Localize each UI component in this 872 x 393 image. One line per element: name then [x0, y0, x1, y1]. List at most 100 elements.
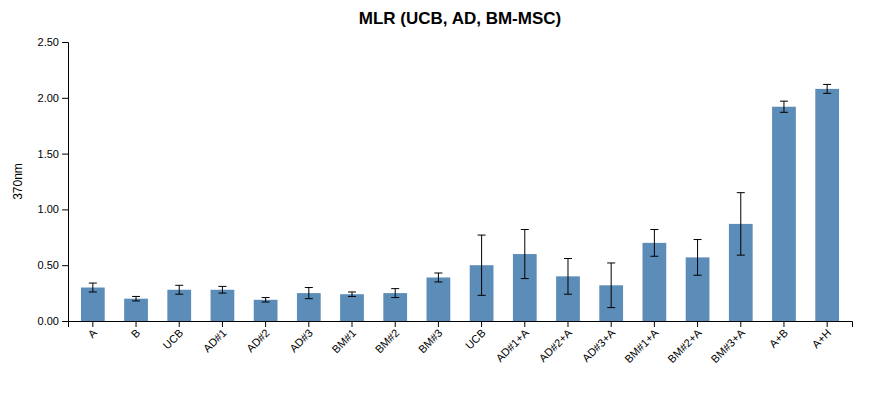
x-tick-label: AD#3+A [580, 326, 618, 364]
x-tick-mark [265, 321, 266, 327]
bar [772, 107, 796, 321]
y-tick-label: 2.50 [38, 36, 59, 48]
x-tick: AD#1+A [493, 321, 531, 364]
y-axis-line [62, 43, 69, 322]
x-tick: A+H [810, 321, 834, 350]
bar [81, 288, 105, 321]
y-tick-label: 2.00 [38, 92, 59, 104]
plot-area: 0.00 0.50 1.00 1.50 2.00 2.50 A B UCB AD#1 AD#2 AD#… [38, 36, 853, 365]
x-tick: UCB [161, 321, 186, 351]
x-tick: BM#1 [329, 321, 358, 355]
error-bar [348, 292, 356, 296]
y-tick: 1.00 [38, 203, 68, 215]
y-tick-mark [62, 209, 68, 210]
error-bar [262, 298, 270, 302]
x-tick-label: AD#1 [201, 327, 229, 355]
error-bar [650, 229, 658, 256]
title: MLR (UCB, AD, BM-MSC) [359, 9, 561, 28]
error-bar [478, 235, 486, 295]
chart-container: 0.00 0.50 1.00 1.50 2.00 2.50 A B UCB AD#1 AD#2 AD#… [0, 0, 872, 393]
x-tick: AD#3+A [580, 321, 618, 364]
error-bar [737, 193, 745, 255]
x-tick-mark [697, 321, 698, 327]
x-tick-label: B [129, 327, 143, 341]
x-tick: A+B [767, 321, 790, 350]
x-axis: ABUCBAD#1AD#2AD#3BM#1BM#2BM#3UCBAD#1+AAD… [69, 321, 853, 365]
x-tick: AD#1 [201, 321, 229, 354]
y-tick: 2.00 [38, 92, 68, 104]
x-tick-label: UCB [463, 327, 488, 352]
x-tick-mark [179, 321, 180, 327]
bar [254, 300, 278, 321]
x-tick-mark [308, 321, 309, 327]
error-bar [521, 229, 529, 278]
y-axis: 0.00 0.50 1.00 1.50 2.00 2.50 [38, 36, 69, 327]
bar [124, 299, 148, 321]
y-tick-label: 1.00 [38, 203, 59, 215]
x-tick-mark [827, 321, 828, 327]
x-tick-label: BM#1+A [622, 326, 661, 365]
x-tick: AD#2 [244, 321, 272, 354]
x-tick-label: AD#1+A [493, 326, 531, 364]
x-tick-label: BM#3+A [708, 326, 747, 365]
x-tick-label: A+B [767, 327, 790, 350]
error-bars [89, 84, 831, 307]
x-tick-label: AD#2 [244, 327, 272, 355]
error-bar [218, 286, 226, 293]
error-bar [694, 240, 702, 276]
x-tick-label: BM#1 [329, 327, 358, 356]
y-tick-mark [62, 98, 68, 99]
bars [81, 89, 839, 321]
x-tick-mark [136, 321, 137, 327]
y-tick-label: 1.50 [38, 148, 59, 160]
x-tick: BM#3 [416, 321, 445, 355]
x-tick-mark [567, 321, 568, 327]
y-tick: 0.00 [38, 315, 68, 327]
bar [815, 89, 839, 321]
x-tick: BM#2+A [665, 321, 704, 365]
x-tick-label: AD#3 [287, 327, 315, 355]
y-tick-mark [62, 154, 68, 155]
x-tick-label: BM#2+A [665, 326, 704, 365]
x-tick: AD#3 [287, 321, 315, 354]
error-bar [175, 285, 183, 294]
x-tick-mark [740, 321, 741, 327]
x-tick-mark [654, 321, 655, 327]
bar [211, 290, 235, 321]
x-tick-mark [438, 321, 439, 327]
x-tick-label: A [85, 326, 99, 340]
error-bar [132, 296, 140, 300]
y-tick: 2.50 [38, 36, 68, 48]
y-tick-label: 0.00 [38, 315, 59, 327]
x-tick-mark [524, 321, 525, 327]
y-tick-mark [62, 321, 68, 322]
error-bar [305, 288, 313, 299]
x-tick-mark [783, 321, 784, 327]
y-tick-mark [62, 265, 68, 266]
y-tick: 0.50 [38, 259, 68, 271]
x-tick: BM#3+A [708, 321, 747, 365]
bar [340, 294, 364, 321]
x-tick: BM#1+A [622, 321, 661, 365]
x-tick-label: AD#2+A [537, 326, 575, 364]
error-bar [607, 263, 615, 308]
x-tick-label: UCB [161, 327, 186, 352]
x-tick: AD#2+A [537, 321, 575, 364]
x-tick: A [85, 321, 99, 340]
error-bar [434, 273, 442, 282]
x-tick-mark [352, 321, 353, 327]
y-tick-mark [62, 42, 68, 43]
x-tick-mark [222, 321, 223, 327]
error-bar [564, 259, 572, 295]
error-bar [780, 101, 788, 112]
y-axis-title: 370nm [11, 163, 25, 200]
x-tick-mark [395, 321, 396, 327]
error-bar [391, 289, 399, 298]
x-tick-label: BM#2 [373, 327, 402, 356]
bar [427, 277, 451, 321]
x-tick-mark [92, 321, 93, 327]
y-tick: 1.50 [38, 148, 68, 160]
x-tick: BM#2 [373, 321, 402, 355]
marks [81, 84, 839, 321]
error-bar [823, 84, 831, 93]
